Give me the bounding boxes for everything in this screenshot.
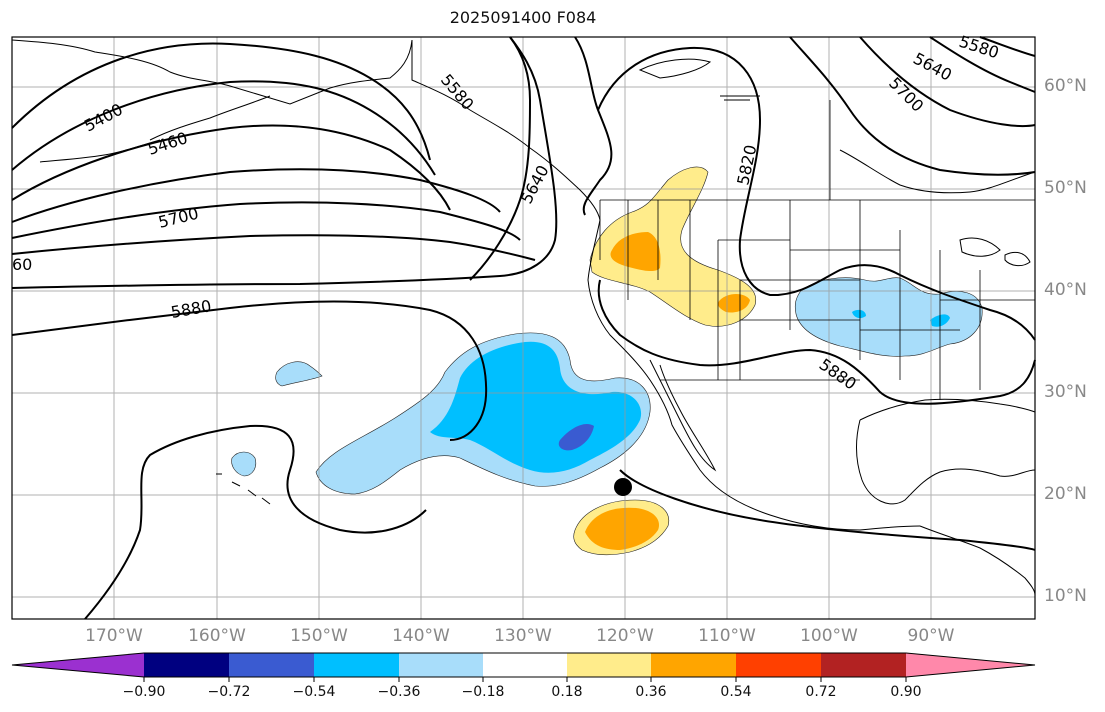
contour-label: 5880 (816, 355, 860, 394)
negative-anomaly-pacific-max (558, 423, 594, 451)
colorbar-low-extend (12, 653, 144, 677)
colorbar-tick-label: −0.90 (122, 684, 166, 700)
contour-label: 5700 (156, 204, 200, 232)
colorbar-bin (736, 653, 821, 677)
colorbar-bin (483, 653, 567, 677)
colorbar-tick-label: 0.18 (551, 684, 583, 700)
colorbar-bin (821, 653, 906, 677)
lon-label: 170°W (85, 626, 143, 646)
negative-anomaly-central-us (794, 277, 983, 357)
colorbar-tick-label: 0.36 (635, 684, 667, 700)
lon-label: 130°W (494, 626, 552, 646)
contour-label: 5880 (169, 296, 212, 322)
colorbar-tick-label: −0.18 (461, 684, 505, 700)
colorbar-bin (651, 653, 736, 677)
colorbar-tick-label: −0.36 (377, 684, 421, 700)
lat-label: 40°N (1044, 280, 1087, 300)
contour-label: 5460 (145, 128, 190, 159)
lat-label: 30°N (1044, 382, 1087, 402)
lon-label: 120°W (596, 626, 654, 646)
colorbar-bin (314, 653, 399, 677)
positive-anomaly-utah-core (718, 294, 750, 313)
colorbar-bin (229, 653, 314, 677)
lon-label: 140°W (392, 626, 450, 646)
colorbar-tick-label: 0.54 (720, 684, 752, 700)
contour-label: 5700 (885, 73, 927, 115)
lon-label: 90°W (907, 626, 955, 646)
colorbar-tick-label: −0.72 (207, 684, 251, 700)
map-title: 2025091400 F084 (449, 8, 597, 27)
colorbar-bin (399, 653, 483, 677)
contour-label: 5640 (517, 162, 553, 207)
negative-anomaly-small-1 (275, 361, 323, 387)
negative-anomaly-central-us-core (852, 309, 866, 319)
political-borders (599, 100, 1035, 400)
lat-label: 60°N (1044, 76, 1087, 96)
lat-label: 10°N (1044, 586, 1087, 606)
positive-anomaly-western-us-core (610, 232, 661, 272)
lat-label: 50°N (1044, 178, 1087, 198)
lon-label: 110°W (698, 626, 756, 646)
colorbar-bin (567, 653, 651, 677)
colorbar-tick-label: −0.54 (292, 684, 336, 700)
anomaly-shading (231, 166, 983, 556)
storm-marker (614, 478, 632, 496)
colorbar-bin (144, 653, 229, 677)
contour-label: 5640 (910, 49, 955, 85)
contour-label: 5400 (81, 100, 126, 136)
colorbar-tick-label: 0.72 (805, 684, 837, 700)
height-contours (11, 36, 1036, 620)
positive-anomaly-south-core (585, 507, 660, 550)
contour-label: 5580 (437, 70, 478, 113)
lon-label: 160°W (188, 626, 246, 646)
colorbar-tick-label: 0.90 (890, 684, 922, 700)
lon-label: 150°W (290, 626, 348, 646)
colorbar (11, 652, 1036, 682)
contour-label: 5820 (733, 143, 760, 187)
contour-label: 60 (12, 255, 32, 274)
lon-label: 100°W (800, 626, 858, 646)
colorbar-high-extend (906, 653, 1035, 677)
lat-label: 20°N (1044, 484, 1087, 504)
negative-anomaly-pacific-core (430, 341, 642, 473)
negative-anomaly-hawaii (231, 451, 257, 477)
map-frame (11, 36, 1036, 620)
